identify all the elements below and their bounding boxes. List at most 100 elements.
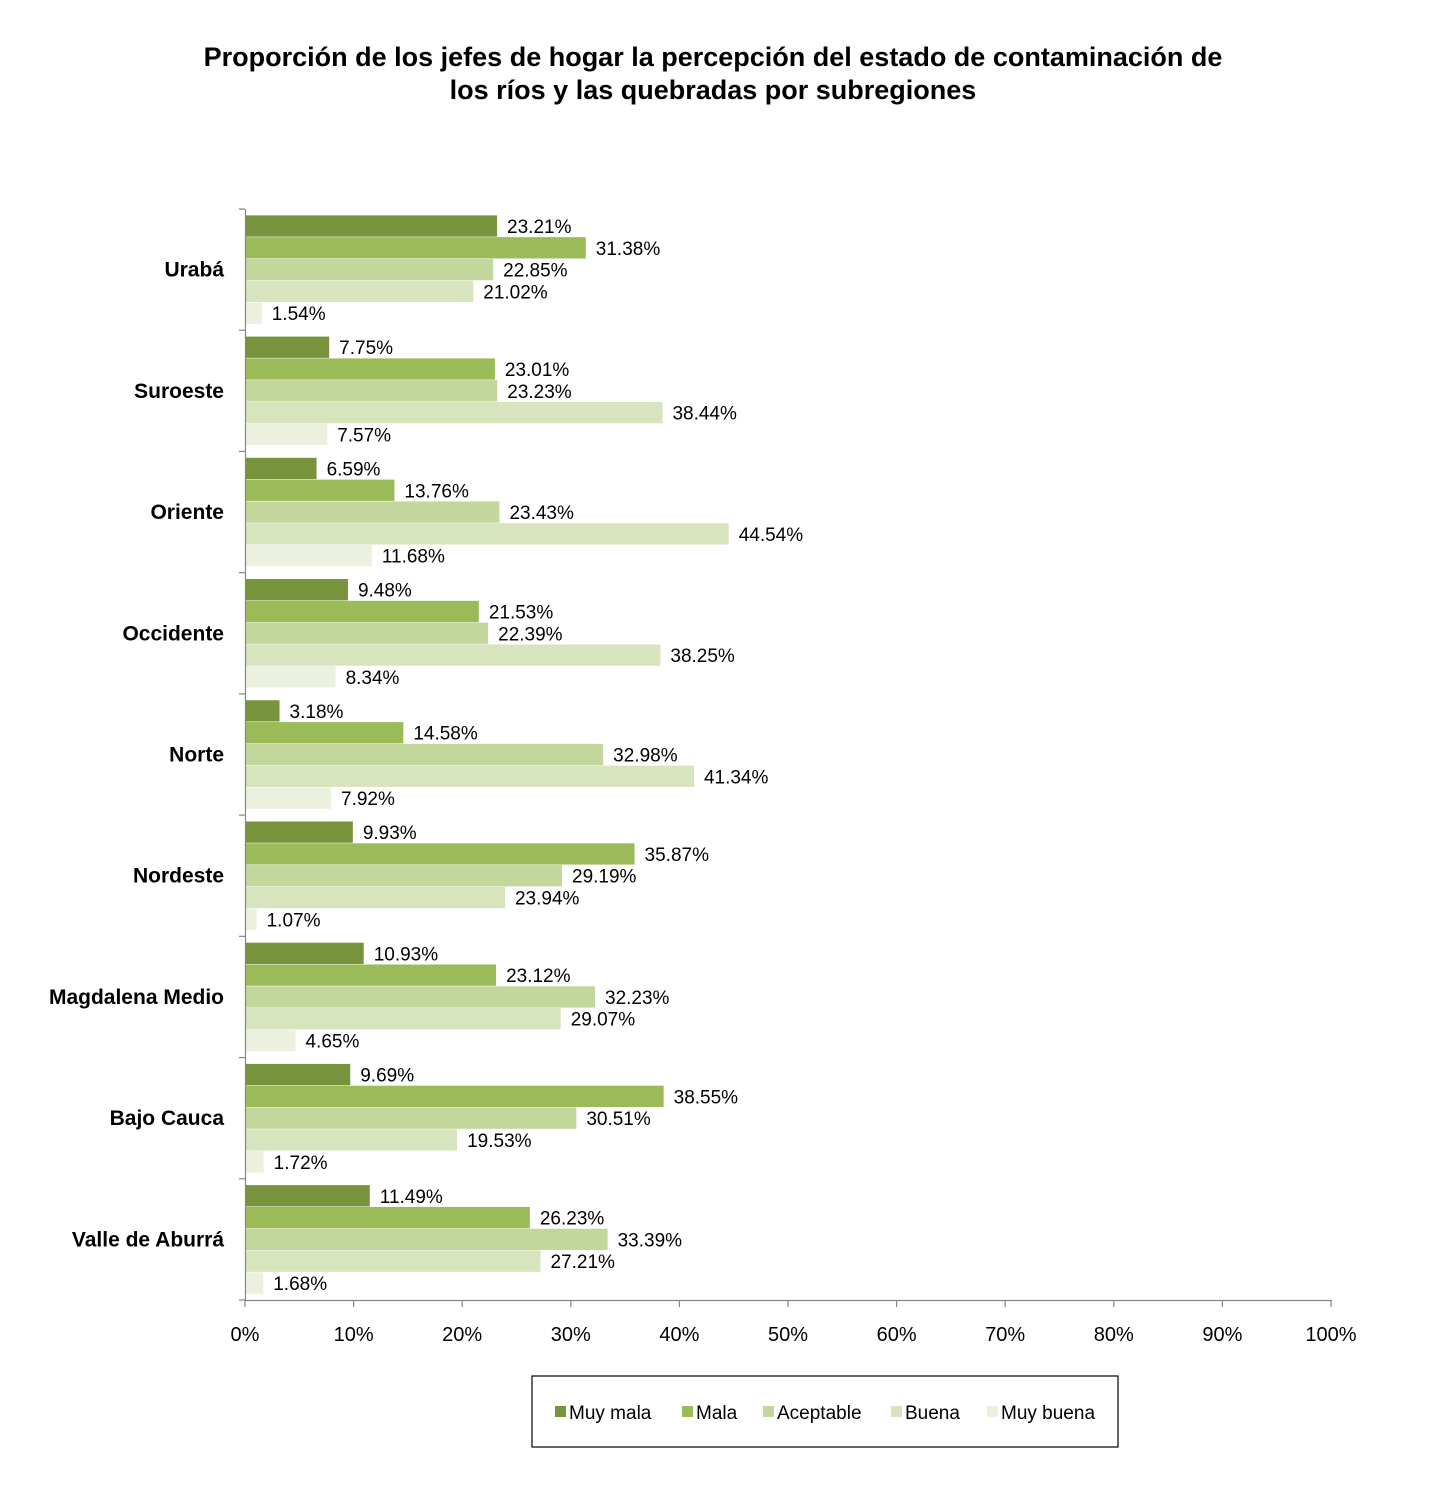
category-label: Valle de Aburrá xyxy=(72,1228,224,1251)
bar xyxy=(245,908,257,930)
bar xyxy=(245,457,317,480)
category-label: Nordeste xyxy=(133,865,224,888)
data-label: 22.39% xyxy=(498,624,563,645)
data-label: 44.54% xyxy=(739,525,804,546)
data-label: 3.18% xyxy=(290,702,344,723)
bar xyxy=(245,666,336,688)
bar xyxy=(245,401,663,424)
bar xyxy=(245,1272,264,1294)
category-label: Urabá xyxy=(164,259,224,282)
data-label: 9.48% xyxy=(358,581,412,602)
data-label: 33.39% xyxy=(618,1230,683,1251)
bar xyxy=(245,644,661,666)
bar xyxy=(245,215,498,237)
axes: 0% 10% 20% 30% 40% 50% 60% 70% 80% 90% 100% xyxy=(231,208,1357,1346)
category-label: Norte xyxy=(169,744,224,767)
data-label: 6.59% xyxy=(327,459,381,480)
category-label: Suroeste xyxy=(134,380,224,403)
data-label: 23.94% xyxy=(515,889,580,910)
data-label: 19.53% xyxy=(467,1131,532,1152)
legend-label: Muy buena xyxy=(1001,1403,1095,1424)
bar xyxy=(245,986,596,1008)
bar xyxy=(245,743,604,766)
bar xyxy=(245,843,635,865)
legend-label: Muy mala xyxy=(569,1403,652,1424)
x-tick-label: 60% xyxy=(877,1324,917,1346)
bar xyxy=(245,942,364,964)
x-tick-label: 30% xyxy=(551,1324,591,1346)
data-label: 32.98% xyxy=(613,746,678,767)
bar xyxy=(245,258,494,281)
category-group: 9.93% 35.87% 29.19%23.94% 1.07% Nordeste xyxy=(133,821,709,931)
x-tick-label: 80% xyxy=(1094,1324,1134,1346)
bar xyxy=(245,886,505,909)
legend-label: Aceptable xyxy=(777,1403,862,1424)
legend: Muy mala Mala Aceptable Buena Muy buena xyxy=(531,1375,1119,1448)
bar xyxy=(245,600,479,623)
legend-item: Buena xyxy=(891,1403,960,1424)
bar xyxy=(245,380,498,402)
bar xyxy=(245,1228,608,1251)
category-group: 6.59% 13.76% 23.43% 44.54% 11.68% Oriente xyxy=(150,457,804,568)
bar xyxy=(245,622,489,644)
chart-title-line: Proporción de los jefes de hogar la perc… xyxy=(204,42,1223,72)
bar xyxy=(245,1185,370,1207)
data-label: 27.21% xyxy=(551,1252,616,1273)
category-group: 10.93% 23.12% 32.23%29.07% 4.65% Magdalena M… xyxy=(49,942,670,1053)
category-group: 7.75% 23.01%23.23% 38.44% 7.57% Suroeste xyxy=(134,336,737,446)
category-group: 9.48% 21.53%22.39% 38.25% 8.34% Occidente xyxy=(122,579,735,689)
legend-item: Mala xyxy=(682,1403,738,1424)
bar xyxy=(245,964,497,986)
x-tick-label: 50% xyxy=(768,1324,808,1346)
legend-swatch xyxy=(763,1406,774,1417)
legend-swatch xyxy=(555,1406,566,1417)
bar xyxy=(245,1250,541,1272)
bar xyxy=(245,479,395,501)
legend-item: Aceptable xyxy=(763,1403,862,1424)
data-label: 13.76% xyxy=(404,481,469,502)
bar xyxy=(245,523,729,545)
x-tick-label: 70% xyxy=(985,1324,1025,1346)
data-label: 11.49% xyxy=(380,1187,443,1208)
bar xyxy=(245,865,563,887)
bar xyxy=(245,722,404,744)
data-label: 32.23% xyxy=(605,988,670,1009)
bar xyxy=(245,765,694,787)
bar xyxy=(245,237,586,259)
bar xyxy=(245,1063,351,1086)
data-label: 38.55% xyxy=(674,1087,739,1108)
data-label: 38.25% xyxy=(670,646,735,667)
data-label: 23.43% xyxy=(509,503,574,524)
data-label: 1.54% xyxy=(272,304,326,325)
data-label: 8.34% xyxy=(346,668,400,689)
category-group: 11.49% 26.23% 33.39%27.21% 1.68% Valle de Ab… xyxy=(72,1185,682,1295)
data-label: 7.75% xyxy=(339,338,393,359)
bars: 23.21% 31.38% 22.85%21.02% 1.54% Urabá 7.75% 2… xyxy=(49,215,803,1295)
data-label: 11.68% xyxy=(382,547,445,568)
x-tick-label: 0% xyxy=(231,1324,260,1346)
category-label: Occidente xyxy=(122,622,224,645)
data-label: 23.12% xyxy=(506,966,571,987)
x-tick-label: 100% xyxy=(1305,1324,1356,1346)
bar xyxy=(245,579,348,601)
bar xyxy=(245,302,262,324)
data-label: 9.69% xyxy=(360,1066,414,1087)
bar xyxy=(245,1008,561,1030)
data-label: 21.02% xyxy=(483,282,548,303)
bar xyxy=(245,787,332,809)
bar xyxy=(245,1029,296,1052)
data-label: 23.23% xyxy=(507,382,572,403)
data-label: 22.85% xyxy=(503,261,568,282)
bar xyxy=(245,1129,458,1151)
chart-title-line: los ríos y las quebradas por subregiones xyxy=(450,75,977,105)
bar xyxy=(245,545,372,567)
legend-item: Muy buena xyxy=(987,1403,1095,1424)
data-label: 10.93% xyxy=(374,944,439,965)
bar xyxy=(245,1206,530,1229)
data-label: 23.21% xyxy=(507,217,572,238)
legend-swatch xyxy=(987,1406,998,1417)
x-tick-label: 20% xyxy=(442,1324,482,1346)
data-label: 14.58% xyxy=(413,724,478,745)
data-label: 21.53% xyxy=(489,602,554,623)
